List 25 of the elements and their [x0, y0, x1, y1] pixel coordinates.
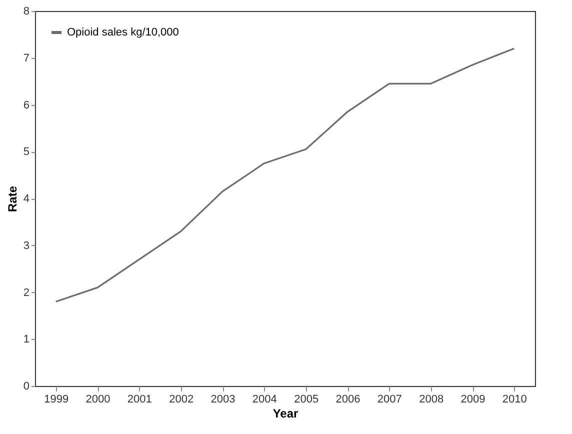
- x-tick-label: 2001: [127, 394, 152, 406]
- y-tick-label: 1: [23, 334, 30, 346]
- x-tick-label: 2004: [252, 394, 277, 406]
- y-tick-label: 5: [23, 146, 30, 158]
- legend-label: Opioid sales kg/10,000: [67, 26, 179, 38]
- x-tick-label: 2008: [419, 394, 444, 406]
- y-tick-label: 6: [23, 99, 30, 112]
- x-tick-label: 2002: [169, 394, 194, 406]
- y-tick-label: 4: [23, 193, 30, 205]
- x-tick-label: 2010: [502, 394, 527, 406]
- y-tick-label: 0: [23, 380, 30, 392]
- x-tick-label: 2007: [377, 394, 402, 406]
- x-tick-label: 2000: [86, 394, 110, 406]
- x-tick-label: 2009: [460, 394, 486, 406]
- x-tick-label: 2003: [210, 394, 236, 406]
- x-tick-label: 1999: [44, 394, 69, 406]
- x-axis-title: Year: [272, 406, 299, 420]
- x-tick-label: 2006: [336, 394, 360, 406]
- y-axis-title: Rate: [5, 186, 20, 212]
- line-series: [55, 48, 515, 302]
- x-tick-label: 2005: [294, 394, 319, 406]
- y-tick-label: 7: [23, 52, 30, 64]
- y-tick-label: 3: [23, 240, 30, 252]
- y-tick-label: 2: [23, 286, 30, 299]
- y-tick-label: 8: [23, 6, 30, 18]
